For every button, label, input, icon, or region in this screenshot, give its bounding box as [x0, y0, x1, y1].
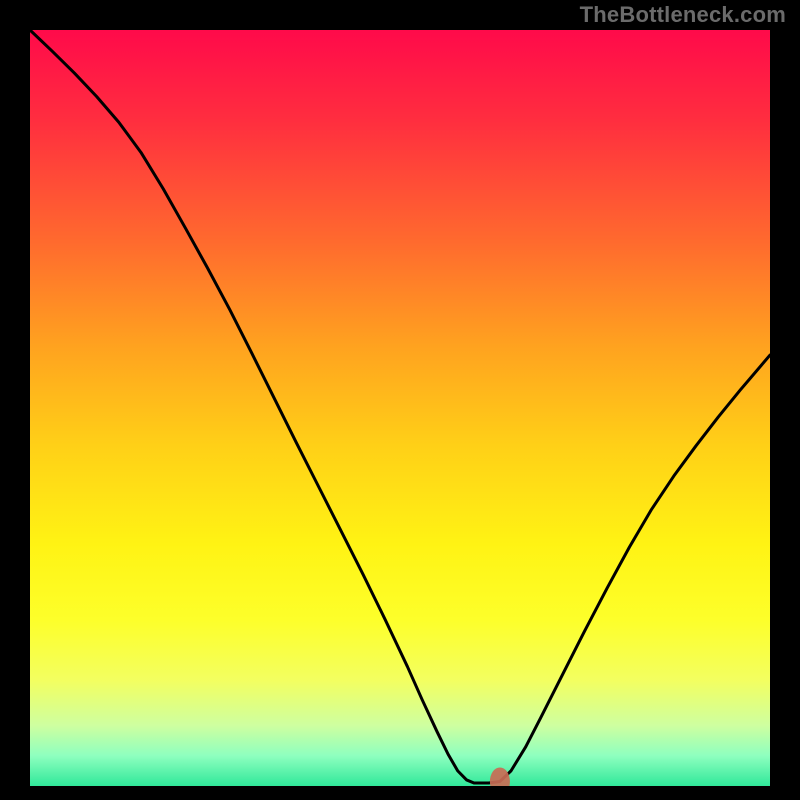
optimum-marker	[490, 767, 510, 786]
watermark-label: TheBottleneck.com	[580, 2, 786, 28]
chart-stage: TheBottleneck.com	[0, 0, 800, 800]
plot-area	[30, 30, 770, 786]
curve-layer	[30, 30, 770, 786]
bottleneck-curve	[30, 30, 770, 783]
